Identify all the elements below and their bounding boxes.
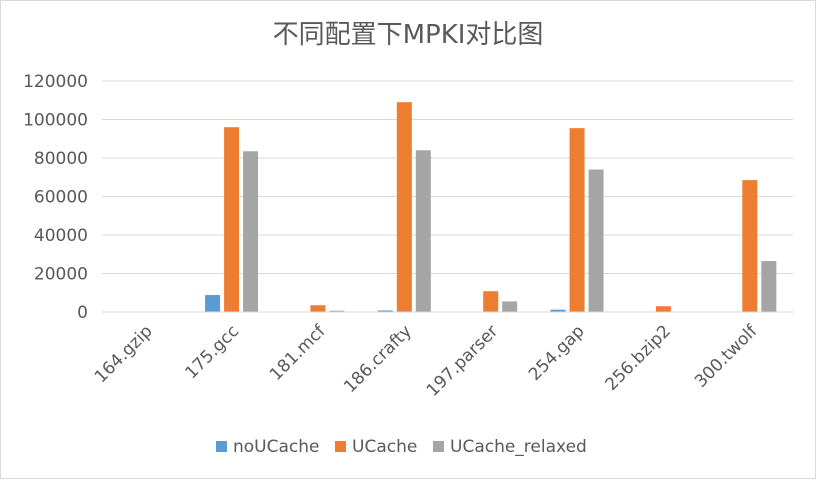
y-tick-label: 0 <box>77 303 88 323</box>
bar-ucache-186-crafty <box>396 102 412 312</box>
x-tick-label: 300.twolf <box>691 321 762 392</box>
x-tick-label: 164.gzip <box>91 321 157 387</box>
bar-noucache-254-gap <box>550 309 566 312</box>
legend-swatch <box>335 441 346 452</box>
chart-title: 不同配置下MPKI对比图 <box>273 20 544 50</box>
legend: noUCache UCache UCache_relaxed <box>216 437 587 457</box>
gridlines <box>102 80 793 274</box>
legend-swatch <box>216 441 227 452</box>
bars <box>205 102 777 312</box>
y-tick-label: 40000 <box>34 226 88 246</box>
y-tick-label: 80000 <box>34 149 88 169</box>
bar-ucache-relaxed-186-crafty <box>415 150 431 312</box>
x-tick-label: 181.mcf <box>266 321 330 385</box>
legend-label: noUCache <box>233 437 320 457</box>
bar-noucache-175-gcc <box>205 295 221 312</box>
bar-ucache-300-twolf <box>742 180 758 312</box>
bar-ucache-181-mcf <box>310 305 326 312</box>
bar-ucache-relaxed-175-gcc <box>243 151 259 312</box>
y-tick-label: 60000 <box>34 188 88 208</box>
legend-label: UCache_relaxed <box>450 437 587 457</box>
y-tick-label: 20000 <box>34 265 88 285</box>
bar-ucache-256-bzip2 <box>655 306 671 312</box>
bar-ucache-175-gcc <box>224 127 240 312</box>
legend-label: UCache <box>352 437 417 457</box>
x-tick-label: 254.gap <box>525 321 589 385</box>
bar-ucache-relaxed-254-gap <box>588 169 604 312</box>
x-tick-label: 197.parser <box>423 321 502 400</box>
x-tick-label: 256.bzip2 <box>602 321 675 394</box>
y-tick-label: 120000 <box>23 72 88 92</box>
bar-noucache-186-crafty <box>377 310 393 312</box>
x-axis-ticks: 164.gzip 175.gcc 181.mcf 186.crafty 197.pars… <box>91 321 762 401</box>
y-tick-label: 100000 <box>23 111 88 131</box>
x-tick-label: 175.gcc <box>181 321 243 383</box>
bar-ucache-relaxed-197-parser <box>502 301 518 312</box>
bar-ucache-relaxed-300-twolf <box>761 260 777 312</box>
bar-ucache-197-parser <box>483 291 499 312</box>
bar-ucache-254-gap <box>569 128 585 312</box>
y-axis-ticks: 0 20000 40000 60000 80000 100000 120000 <box>23 72 88 323</box>
legend-swatch <box>433 441 444 452</box>
bar-ucache-relaxed-181-mcf <box>329 310 345 312</box>
x-tick-label: 186.crafty <box>340 321 416 397</box>
